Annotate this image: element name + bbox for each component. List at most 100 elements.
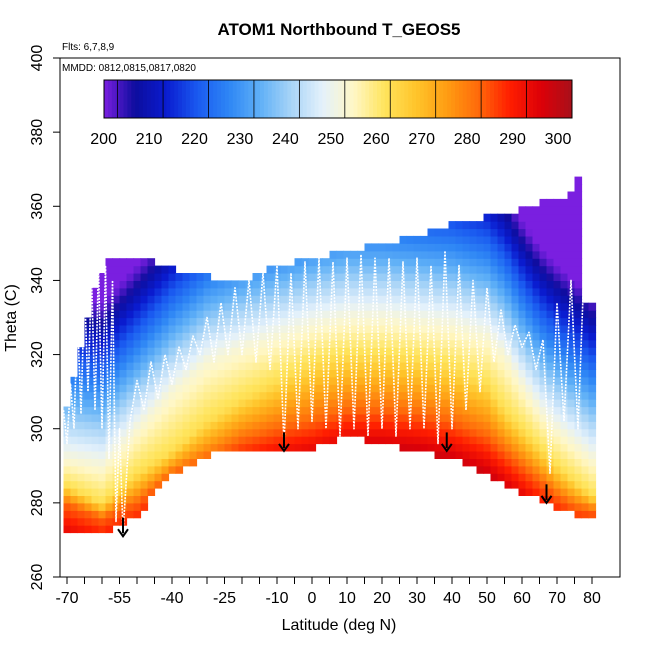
heatmap-cell xyxy=(392,376,401,385)
heatmap-cell xyxy=(308,273,317,281)
heatmap-cell xyxy=(483,436,492,445)
heatmap-cell xyxy=(532,399,541,408)
heatmap-cell xyxy=(301,413,310,422)
heatmap-cell xyxy=(182,310,191,319)
heatmap-cell xyxy=(581,362,590,370)
heatmap-cell xyxy=(280,324,289,333)
heatmap-cell xyxy=(420,243,429,252)
heatmap-cell xyxy=(91,406,100,415)
heatmap-cell xyxy=(119,273,128,281)
heatmap-cell xyxy=(112,295,121,304)
heatmap-cell xyxy=(469,310,478,319)
heatmap-cell xyxy=(546,273,555,281)
heatmap-cell xyxy=(210,369,219,378)
heatmap-cell xyxy=(553,362,562,370)
heatmap-cell xyxy=(448,376,457,385)
heatmap-cell xyxy=(567,436,576,445)
heatmap-cell xyxy=(392,280,401,289)
heatmap-cell xyxy=(490,250,499,259)
heatmap-cell xyxy=(539,324,548,333)
heatmap-cell xyxy=(490,406,499,415)
heatmap-cell xyxy=(567,317,576,326)
colorbar-swatch xyxy=(365,80,370,118)
heatmap-cell xyxy=(420,273,429,281)
heatmap-cell xyxy=(119,265,128,274)
heatmap-cell xyxy=(91,451,100,459)
colorbar-swatch xyxy=(373,80,378,118)
heatmap-cell xyxy=(588,458,597,467)
heatmap-cell xyxy=(308,354,317,363)
heatmap-cell xyxy=(161,302,170,311)
heatmap-cell xyxy=(252,324,261,333)
heatmap-cell xyxy=(553,376,562,385)
heatmap-cell xyxy=(371,339,380,348)
heatmap-cell xyxy=(469,369,478,378)
heatmap-cell xyxy=(161,473,170,482)
heatmap-cell xyxy=(532,428,541,437)
heatmap-cell xyxy=(497,473,506,482)
heatmap-cell xyxy=(154,295,163,304)
y-tick-label: 360 xyxy=(29,193,46,220)
heatmap-cell xyxy=(420,265,429,274)
heatmap-cell xyxy=(119,480,128,489)
heatmap-cell xyxy=(175,354,184,363)
heatmap-cell xyxy=(154,265,163,274)
heatmap-cell xyxy=(567,391,576,400)
arrow-head xyxy=(117,528,129,538)
heatmap-cell xyxy=(560,488,569,496)
heatmap-cell xyxy=(196,310,205,319)
heatmap-cell xyxy=(371,265,380,274)
heatmap-cell xyxy=(525,443,534,452)
heatmap-cell xyxy=(280,287,289,296)
heatmap-cell xyxy=(378,354,387,363)
colorbar-swatch xyxy=(135,80,140,118)
heatmap-cell xyxy=(350,310,359,319)
heatmap-cell xyxy=(378,265,387,274)
heatmap-cell xyxy=(119,302,128,311)
heatmap-cell xyxy=(490,339,499,348)
heatmap-cell xyxy=(371,295,380,304)
heatmap-cell xyxy=(448,228,457,237)
heatmap-cell xyxy=(539,228,548,237)
heatmap-cell xyxy=(112,273,121,281)
heatmap-cell xyxy=(539,399,548,408)
heatmap-cell xyxy=(287,421,296,430)
heatmap-cell xyxy=(238,317,247,326)
heatmap-cell xyxy=(462,451,471,459)
colorbar-swatch xyxy=(377,80,382,118)
heatmap-cell xyxy=(231,362,240,370)
heatmap-cell xyxy=(546,250,555,259)
heatmap-cell xyxy=(175,347,184,356)
heatmap-cell xyxy=(154,310,163,319)
heatmap-cell xyxy=(119,413,128,422)
heatmap-cell xyxy=(112,465,121,474)
heatmap-cell xyxy=(441,362,450,370)
colorbar-swatch xyxy=(154,80,160,118)
colorbar-tick-label: 210 xyxy=(136,131,163,148)
heatmap-cell xyxy=(434,399,443,408)
heatmap-cell xyxy=(203,339,212,348)
heatmap-cell xyxy=(483,428,492,437)
heatmap-cell xyxy=(168,287,177,296)
heatmap-cell xyxy=(126,302,135,311)
heatmap-cell xyxy=(469,221,478,230)
heatmap-cell xyxy=(252,391,261,400)
heatmap-cell xyxy=(546,302,555,311)
colorbar-tick-label: 240 xyxy=(272,131,299,148)
colorbar-swatch xyxy=(166,80,171,118)
colorbar-swatch xyxy=(568,80,573,118)
y-tick-label: 400 xyxy=(29,45,46,72)
heatmap-cell xyxy=(98,517,107,526)
heatmap-cell xyxy=(77,413,86,422)
heatmap-cell xyxy=(560,465,569,474)
heatmap-cell xyxy=(560,458,569,467)
heatmap-cell xyxy=(574,488,583,496)
heatmap-cell xyxy=(560,302,569,311)
heatmap-cell xyxy=(532,280,541,289)
heatmap-cell xyxy=(546,287,555,296)
heatmap-cell xyxy=(525,295,534,304)
heatmap-cell xyxy=(189,413,198,422)
heatmap-cell xyxy=(168,399,177,408)
heatmap-cell xyxy=(560,250,569,259)
heatmap-cell xyxy=(448,235,457,244)
